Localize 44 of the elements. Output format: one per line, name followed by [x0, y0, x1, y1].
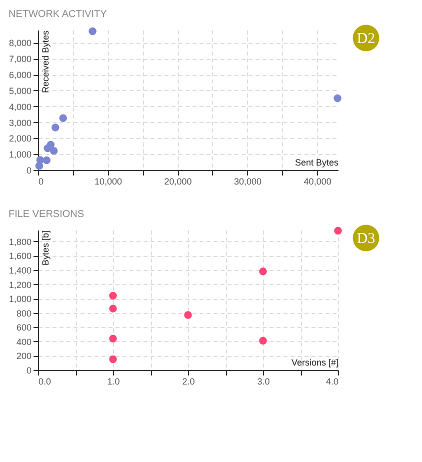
y-tick-label: 1,600	[8, 251, 32, 262]
point	[52, 124, 60, 132]
point	[50, 147, 58, 155]
x-tick-label: 4.0	[326, 376, 338, 386]
y-tick-label: 7,000	[8, 54, 32, 64]
point	[88, 27, 96, 36]
y-axis-title: Bytes [b]	[40, 230, 50, 266]
y-tick-label: 400	[16, 336, 32, 347]
x-axis-title: Versions [#]	[291, 358, 338, 368]
x-tick-label: 0	[38, 176, 44, 186]
text: D2	[356, 31, 376, 47]
y-tick-label: 6,000	[8, 70, 32, 80]
y-tick-label: 2,000	[8, 134, 32, 144]
chart-title: FILE VERSIONS	[8, 208, 84, 220]
y-axis-title: Received Bytes	[40, 30, 50, 94]
x-tick-label: 10,000	[94, 176, 122, 186]
x-tick-label: 40,000	[304, 176, 332, 186]
y-tick-label: 0	[26, 166, 32, 176]
x-tick-label: 0.0	[38, 376, 52, 386]
y-tick-label: 5,000	[8, 86, 32, 96]
point	[334, 94, 342, 102]
y-tick-label: 1,000	[8, 150, 32, 160]
x-tick-label: 30,000	[234, 176, 262, 186]
y-tick-label: 8,000	[8, 38, 32, 48]
text: D3	[356, 231, 376, 247]
y-tick-label: 600	[16, 322, 32, 333]
y-tick-label: 1,200	[8, 280, 32, 290]
y-tick-label: 800	[16, 308, 32, 318]
y-tick-label: 0	[26, 366, 32, 376]
x-tick-label: 3.0	[257, 376, 270, 386]
y-tick-label: 1,400	[8, 266, 32, 276]
chart-title: NETWORK ACTIVITY	[8, 8, 108, 20]
y-tick-label: 3,000	[8, 118, 32, 128]
y-tick-label: 4,000	[8, 102, 32, 112]
point	[44, 144, 52, 152]
y-tick-label: 1,000	[8, 294, 32, 304]
x-tick-label: 1.0	[107, 376, 120, 386]
point	[59, 114, 67, 122]
y-tick-label: 200	[16, 351, 32, 362]
point	[42, 156, 51, 164]
x-tick-label: 2.0	[182, 376, 195, 386]
x-axis-title: Sent Bytes	[294, 158, 339, 168]
y-tick-label: 1,800	[8, 236, 32, 247]
x-tick-label: 20,000	[164, 176, 192, 186]
